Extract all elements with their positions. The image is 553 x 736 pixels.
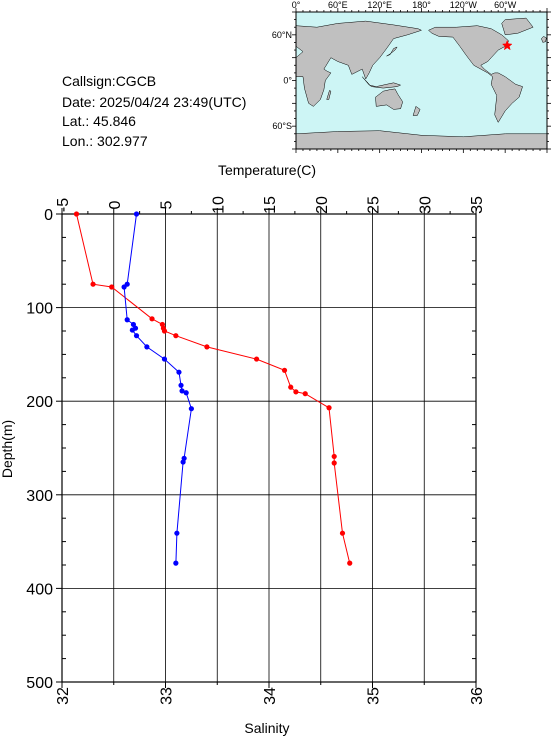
star-icon xyxy=(501,39,513,51)
map-longitude-label: 120°E xyxy=(367,0,392,10)
australia-landmass xyxy=(375,88,403,110)
profile-chart: -5 0 5 10 15 20 25 30 35 32 33 34 35 36 010020030040… xyxy=(0,162,486,736)
map-longitude-label: 60°E xyxy=(328,0,348,10)
depth-tick-label: 300 xyxy=(26,488,53,505)
salinity-point xyxy=(188,406,194,412)
map-longitude-label: 60°W xyxy=(494,0,517,10)
temperature-point xyxy=(326,405,332,411)
map-longitude-label: 180° xyxy=(412,0,431,10)
temperature-point xyxy=(109,284,115,290)
depth-tick-label: 0 xyxy=(44,207,53,224)
temperature-tick-label: 20 xyxy=(314,196,331,214)
depth-tick-label: 500 xyxy=(26,675,53,692)
uk-landmass xyxy=(541,36,547,43)
temperature-point xyxy=(73,211,80,217)
salinity-tick-label: 32 xyxy=(55,687,72,705)
temperature-point xyxy=(281,367,288,373)
salinity-point xyxy=(183,390,189,396)
salinity-point xyxy=(174,530,180,536)
madagascar-landmass xyxy=(326,90,332,100)
salinity-axis-label: Salinity xyxy=(244,720,289,736)
temperature-tick-label: 0 xyxy=(107,200,124,209)
map-longitude-label: 120°W xyxy=(450,0,478,10)
salinity-point xyxy=(173,560,179,566)
callsign-text: Callsign:CGCB xyxy=(62,73,156,89)
series-layer xyxy=(73,211,353,566)
chart-grid xyxy=(61,213,477,683)
map-frame xyxy=(292,8,551,153)
temperature-tick-label: 10 xyxy=(210,196,227,214)
depth-tick-label: 200 xyxy=(26,394,53,411)
indonesia-landmass xyxy=(362,76,402,89)
temperature-tick-label: 25 xyxy=(366,196,383,214)
temperature-axis-ticks: -5 0 5 10 15 20 25 30 35 xyxy=(55,196,486,214)
map-latitude-label: 60°N xyxy=(272,30,292,40)
map-land xyxy=(295,17,548,150)
temperature-point xyxy=(149,316,155,322)
salinity-point xyxy=(179,388,185,394)
salinity-point xyxy=(133,333,140,339)
map-longitude-label: 0° xyxy=(292,0,301,10)
salinity-point xyxy=(176,369,182,375)
salinity-tick-label: 34 xyxy=(262,687,279,705)
temperature-point xyxy=(161,328,168,334)
salinity-point xyxy=(129,327,135,333)
temperature-line xyxy=(76,213,351,564)
temperature-tick-label: -5 xyxy=(55,198,72,212)
eurasia-landmass xyxy=(295,20,423,107)
station-marker xyxy=(501,39,513,51)
depth-tick-label: 100 xyxy=(26,301,53,318)
location-map: 0° 60°E 120°E 180° 120°W 60°W 60°N 0° 60°S xyxy=(272,0,551,153)
temperature-axis-label: Temperature(C) xyxy=(218,162,316,178)
temperature-point xyxy=(347,560,353,566)
latitude-text: Lat.: 45.846 xyxy=(62,113,136,129)
temperature-point xyxy=(339,530,346,536)
temperature-point xyxy=(90,281,96,287)
salinity-tick-label: 35 xyxy=(366,687,383,705)
temperature-point xyxy=(204,344,210,350)
salinity-point xyxy=(124,317,130,323)
salinity-axis-ticks: 32 33 34 35 36 xyxy=(55,682,486,705)
depth-tick-label: 400 xyxy=(26,581,53,598)
temperature-point xyxy=(302,391,308,397)
temperature-point xyxy=(293,389,299,395)
map-latitude-label: 60°S xyxy=(272,121,292,131)
salinity-point xyxy=(180,459,186,465)
temperature-point xyxy=(173,333,179,339)
temperature-point xyxy=(331,453,337,460)
depth-axis-ticks: 0 100 200 300 400 500 xyxy=(26,207,476,692)
salinity-tick-label: 33 xyxy=(159,687,176,705)
japan-landmass xyxy=(386,46,398,57)
depth-axis-label: Depth(m) xyxy=(0,420,15,478)
temperature-point xyxy=(253,356,260,362)
temperature-tick-label: 5 xyxy=(159,200,176,209)
new-zealand-landmass xyxy=(412,105,421,116)
longitude-text: Lon.: 302.977 xyxy=(62,133,148,149)
temperature-tick-label: 15 xyxy=(262,196,279,214)
temperature-point xyxy=(331,460,337,466)
salinity-point xyxy=(178,382,184,388)
map-latitude-labels: 60°N 0° 60°S xyxy=(272,30,293,131)
americas-landmass xyxy=(428,25,523,123)
map-longitude-labels: 0° 60°E 120°E 180° 120°W 60°W xyxy=(292,0,517,10)
salinity-point xyxy=(144,344,150,350)
salinity-point xyxy=(133,211,140,217)
temperature-tick-label: 30 xyxy=(417,196,434,214)
salinity-point xyxy=(121,284,127,290)
temperature-point xyxy=(288,384,294,390)
date-text: Date: 2025/04/24 23:49(UTC) xyxy=(62,94,246,110)
map-latitude-label: 0° xyxy=(283,76,292,86)
station-info: Callsign:CGCB Date: 2025/04/24 23:49(UTC… xyxy=(62,73,246,149)
greenland-landmass xyxy=(501,17,534,36)
salinity-point xyxy=(161,356,168,362)
temperature-tick-label: 35 xyxy=(469,196,486,214)
salinity-tick-label: 36 xyxy=(469,687,486,705)
